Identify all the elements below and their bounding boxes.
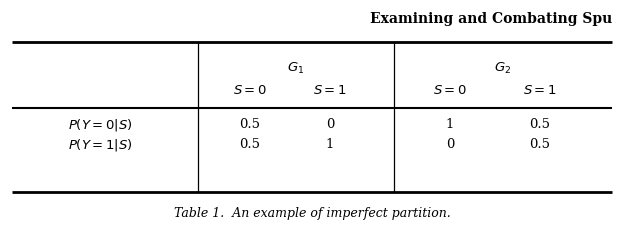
Text: $S = 0$: $S = 0$ (233, 84, 267, 96)
Text: $S = 1$: $S = 1$ (523, 84, 557, 96)
Text: $P(Y = 0|S)$: $P(Y = 0|S)$ (67, 117, 132, 133)
Text: 0: 0 (446, 139, 454, 151)
Text: 0: 0 (326, 118, 334, 132)
Text: 0.5: 0.5 (240, 139, 260, 151)
Text: 0.5: 0.5 (240, 118, 260, 132)
Text: 0.5: 0.5 (530, 139, 550, 151)
Text: $S = 1$: $S = 1$ (313, 84, 347, 96)
Text: Table 1.  An example of imperfect partition.: Table 1. An example of imperfect partiti… (173, 206, 451, 219)
Text: $S = 0$: $S = 0$ (433, 84, 467, 96)
Text: 0.5: 0.5 (530, 118, 550, 132)
Text: Examining and Combating Spu: Examining and Combating Spu (370, 12, 612, 26)
Text: $G_2$: $G_2$ (494, 60, 512, 76)
Text: 1: 1 (326, 139, 334, 151)
Text: $G_1$: $G_1$ (288, 60, 305, 76)
Text: $P(Y = 1|S)$: $P(Y = 1|S)$ (67, 137, 132, 153)
Text: 1: 1 (446, 118, 454, 132)
